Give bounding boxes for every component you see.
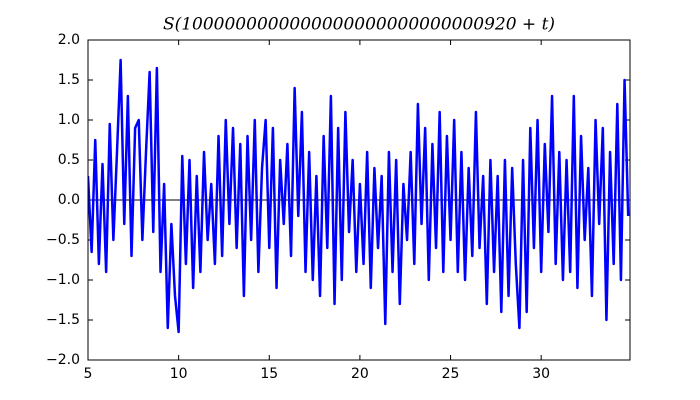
y-tick-label: −2.0 <box>46 352 80 368</box>
x-tick-label: 20 <box>351 366 369 382</box>
y-tick-label: 0.5 <box>58 152 80 168</box>
y-tick-label: −1.5 <box>46 312 80 328</box>
y-tick-label: −0.5 <box>46 232 80 248</box>
y-tick-label: 1.5 <box>58 72 80 88</box>
x-tick-label: 5 <box>84 366 93 382</box>
y-tick-label: 2.0 <box>58 32 80 48</box>
plot-frame <box>87 39 631 361</box>
x-tick-label: 30 <box>532 366 550 382</box>
x-tick-label: 25 <box>442 366 460 382</box>
chart-title: S(1000000000000000000000000000920 + t) <box>163 15 555 35</box>
x-tick-label: 10 <box>170 366 188 382</box>
y-tick-label: 0.0 <box>58 192 80 208</box>
x-tick-label: 15 <box>260 366 278 382</box>
line-series <box>88 58 630 334</box>
y-tick-label: −1.0 <box>46 272 80 288</box>
y-tick-label: 1.0 <box>58 112 80 128</box>
